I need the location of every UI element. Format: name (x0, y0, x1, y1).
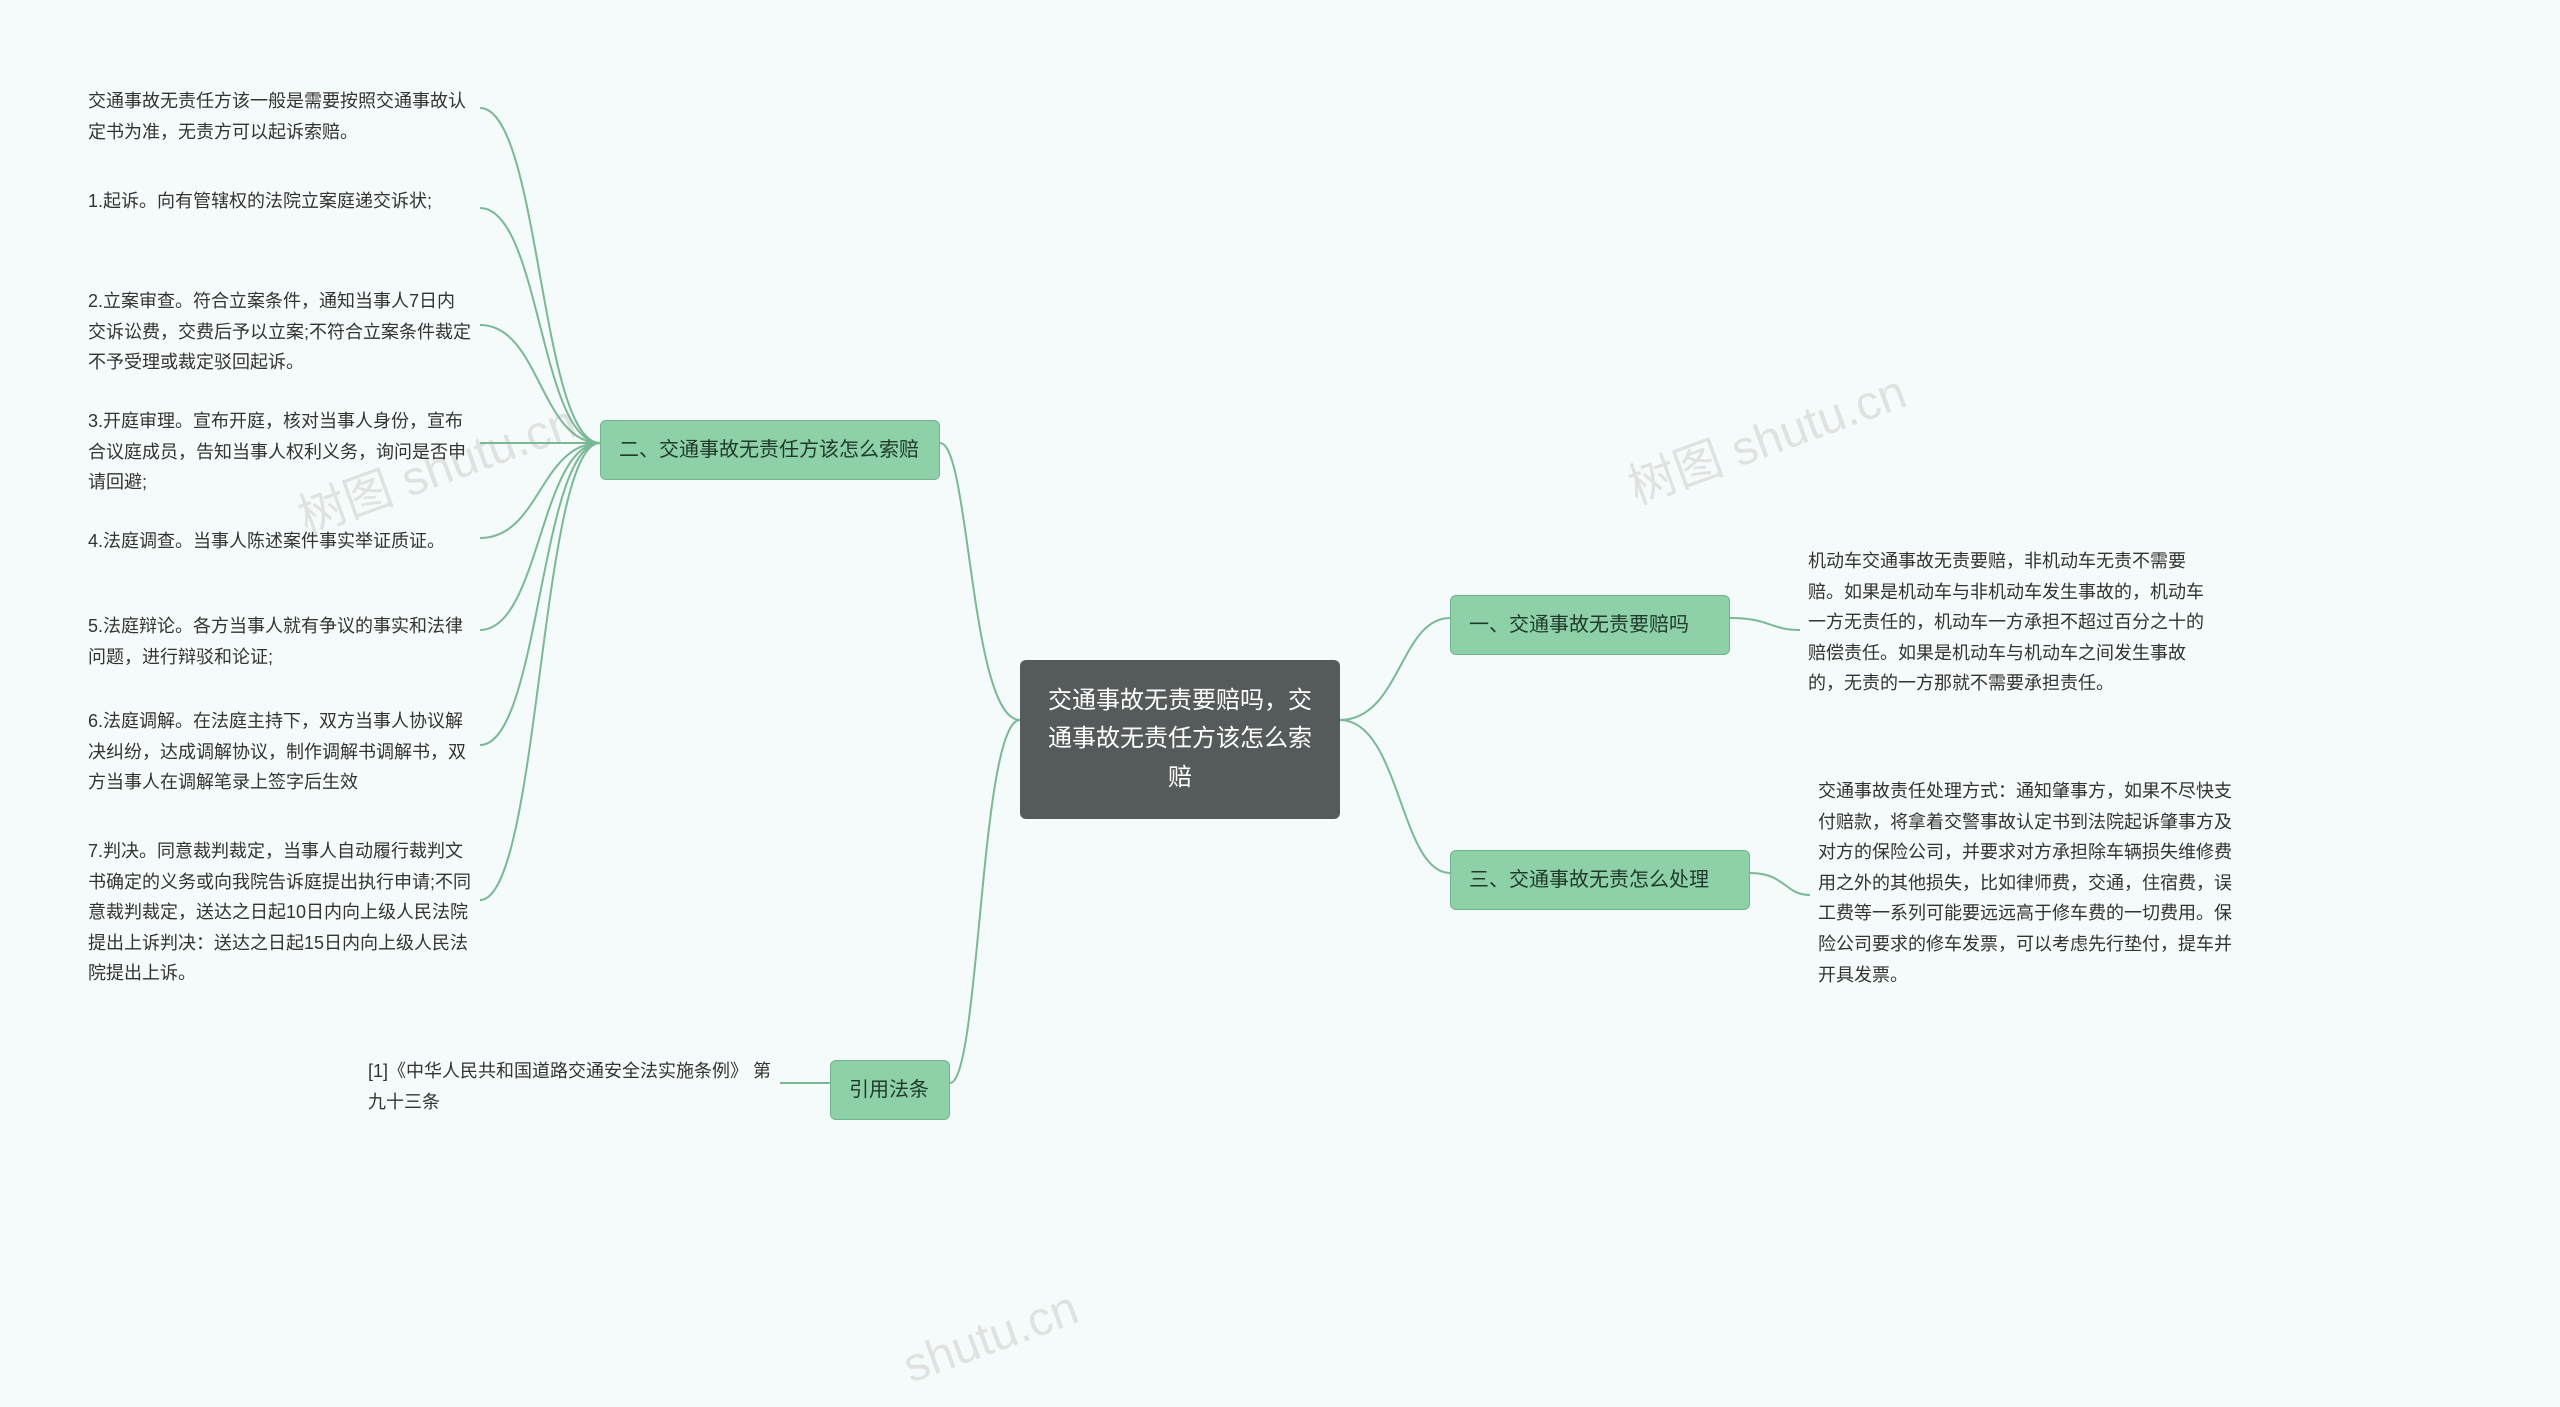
branch-section-3: 三、交通事故无责怎么处理 (1450, 850, 1750, 910)
leaf-2-7: 7.判决。同意裁判裁定，当事人自动履行裁判文书确定的义务或向我院告诉庭提出执行申… (80, 830, 480, 995)
watermark: shutu.cn (896, 1281, 1085, 1395)
leaf-2-4: 4.法庭调查。当事人陈述案件事实举证质证。 (80, 520, 480, 563)
leaf-2-0: 交通事故无责任方该一般是需要按照交通事故认定书为准，无责方可以起诉索赔。 (80, 80, 480, 153)
branch-section-2: 二、交通事故无责任方该怎么索赔 (600, 420, 940, 480)
watermark: 树图 shutu.cn (1617, 352, 1914, 517)
branch-law: 引用法条 (830, 1060, 950, 1120)
leaf-law-0: [1]《中华人民共和国道路交通安全法实施条例》 第九十三条 (360, 1050, 780, 1123)
branch-section-1: 一、交通事故无责要赔吗 (1450, 595, 1730, 655)
leaf-2-5: 5.法庭辩论。各方当事人就有争议的事实和法律问题，进行辩驳和论证; (80, 605, 480, 678)
leaf-1-0: 机动车交通事故无责要赔，非机动车无责不需要赔。如果是机动车与非机动车发生事故的，… (1800, 540, 2220, 705)
leaf-2-2: 2.立案审查。符合立案条件，通知当事人7日内交诉讼费，交费后予以立案;不符合立案… (80, 280, 480, 384)
leaf-2-1: 1.起诉。向有管辖权的法院立案庭递交诉状; (80, 180, 480, 223)
leaf-2-3: 3.开庭审理。宣布开庭，核对当事人身份，宣布合议庭成员，告知当事人权利义务，询问… (80, 400, 480, 504)
mindmap-root: 交通事故无责要赔吗，交通事故无责任方该怎么索赔 (1020, 660, 1340, 819)
leaf-2-6: 6.法庭调解。在法庭主持下，双方当事人协议解决纠纷，达成调解协议，制作调解书调解… (80, 700, 480, 804)
leaf-3-0: 交通事故责任处理方式：通知肇事方，如果不尽快支付赔款，将拿着交警事故认定书到法院… (1810, 770, 2240, 996)
